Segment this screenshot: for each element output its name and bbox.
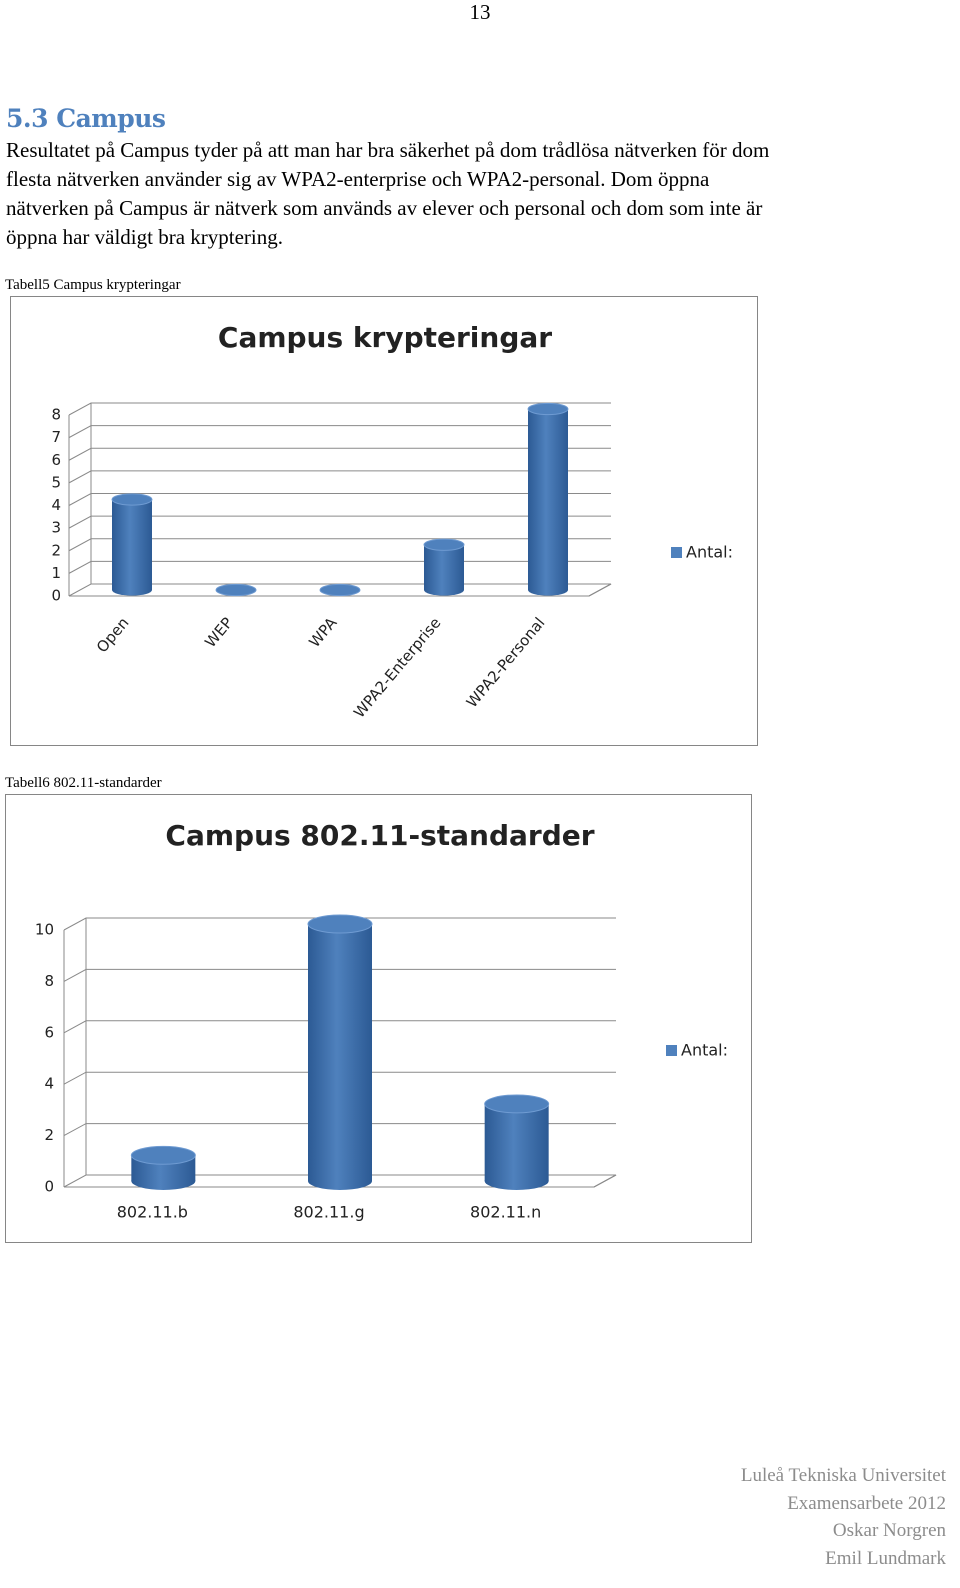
bar bbox=[484, 1094, 550, 1190]
y-tick-label: 7 bbox=[51, 428, 61, 446]
x-tick-label: 802.11.b bbox=[117, 1203, 188, 1222]
grid-line bbox=[68, 515, 611, 529]
bar bbox=[215, 583, 257, 597]
bar bbox=[130, 1145, 196, 1190]
y-tick-label: 2 bbox=[51, 541, 61, 559]
grid-line bbox=[63, 1123, 616, 1137]
bar bbox=[111, 493, 153, 596]
bar-bottom bbox=[131, 1172, 196, 1190]
y-tick-label: 1 bbox=[51, 564, 61, 582]
grid-line bbox=[63, 1174, 617, 1188]
bar-top bbox=[111, 493, 153, 506]
x-tick-label: Open bbox=[93, 614, 133, 656]
bar bbox=[423, 538, 465, 596]
grid-line bbox=[63, 968, 616, 982]
chart: Campus 802.11-standarder 0 2 4 6 8 10 802.11.b 8… bbox=[5, 794, 752, 1243]
bar-bottom bbox=[112, 584, 152, 596]
y-tick-label: 4 bbox=[51, 496, 61, 514]
text-line: flesta nätverken använder sig av WPA2-en… bbox=[6, 167, 710, 191]
bar-body bbox=[424, 544, 464, 590]
y-tick-label: 5 bbox=[51, 473, 61, 491]
footer: Luleå Tekniska Universitet Examensarbete … bbox=[741, 1462, 946, 1572]
bar-body bbox=[308, 924, 372, 1181]
footer-line: Examensarbete 2012 bbox=[787, 1492, 946, 1514]
x-tick-label: WPA2-Personal bbox=[463, 614, 549, 711]
legend-label: Antal: bbox=[681, 1041, 728, 1060]
bar-bottom bbox=[528, 584, 568, 596]
text-line: nätverken på Campus är nätverk som använ… bbox=[6, 196, 763, 220]
bar-bottom bbox=[308, 1172, 372, 1190]
caption: Tabell6 802.11-standarder bbox=[5, 775, 162, 791]
grid-line bbox=[68, 538, 611, 552]
y-tick-label: 0 bbox=[51, 587, 61, 605]
bar-bottom bbox=[484, 1172, 549, 1190]
grid-line bbox=[68, 470, 611, 484]
bar-top bbox=[130, 1145, 196, 1165]
grid-line bbox=[63, 1020, 616, 1034]
chart-title: Campus krypteringar bbox=[218, 321, 552, 354]
x-tick-label: WEP bbox=[201, 614, 236, 651]
bar-top bbox=[307, 914, 373, 934]
legend-label: Antal: bbox=[686, 543, 733, 562]
y-tick-label: 8 bbox=[51, 406, 61, 424]
bar bbox=[527, 402, 569, 596]
bar bbox=[319, 583, 361, 597]
footer-line: Luleå Tekniska Universitet bbox=[740, 1465, 946, 1486]
legend-swatch bbox=[666, 1045, 677, 1056]
y-tick-label: 8 bbox=[44, 972, 54, 990]
bar-top bbox=[423, 538, 465, 551]
grid-line bbox=[63, 1071, 616, 1085]
page-number: 13 bbox=[469, 0, 491, 24]
footer-line: Oskar Norgren bbox=[832, 1520, 946, 1541]
y-tick-label: 6 bbox=[51, 451, 61, 469]
grid-line bbox=[68, 425, 611, 439]
y-tick-label: 0 bbox=[44, 1178, 54, 1196]
x-tick-label: WPA2-Enterprise bbox=[350, 614, 444, 722]
grid-line bbox=[68, 583, 612, 597]
y-tick-label: 2 bbox=[44, 1126, 54, 1144]
grid-line bbox=[63, 917, 616, 931]
paragraph: Resultatet på Campus tyder på att man ha… bbox=[6, 136, 769, 252]
grid-line bbox=[68, 402, 611, 416]
y-tick-label: 4 bbox=[44, 1075, 54, 1093]
y-tick-label: 6 bbox=[44, 1023, 54, 1041]
footer-line: Emil Lundmark bbox=[825, 1547, 946, 1569]
x-tick-label: 802.11.g bbox=[293, 1203, 364, 1222]
text-line: öppna har väldigt bra kryptering. bbox=[6, 225, 283, 249]
caption: Tabell5 Campus krypteringar bbox=[5, 277, 181, 293]
bar-top bbox=[215, 583, 257, 597]
y-tick-label: 3 bbox=[51, 519, 61, 537]
bar bbox=[307, 914, 373, 1190]
grid-line bbox=[68, 447, 611, 461]
bar-body bbox=[112, 499, 152, 590]
bar-body bbox=[484, 1103, 549, 1181]
y-tick-label: 10 bbox=[35, 921, 54, 939]
legend-swatch bbox=[671, 547, 682, 558]
bar-body bbox=[528, 409, 568, 590]
grid-line bbox=[68, 493, 611, 506]
bar-top bbox=[484, 1094, 550, 1114]
bar-bottom bbox=[424, 584, 464, 596]
bar-top bbox=[527, 402, 569, 416]
text-line: Resultatet på Campus tyder på att man ha… bbox=[6, 138, 770, 162]
x-tick-label: 802.11.n bbox=[470, 1203, 541, 1222]
chart-title: Campus 802.11-standarder bbox=[165, 819, 594, 852]
x-tick-label: WPA bbox=[305, 613, 341, 651]
bar-top bbox=[319, 583, 361, 597]
heading: 5.3 Campus bbox=[6, 104, 166, 133]
